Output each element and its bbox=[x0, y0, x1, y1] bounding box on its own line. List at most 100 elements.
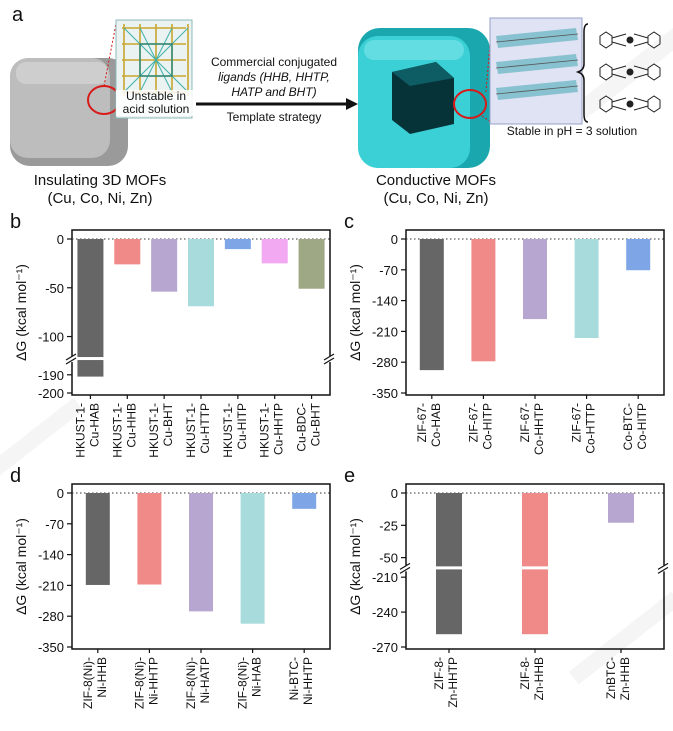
y-tick-label: -190 bbox=[38, 368, 64, 383]
bar bbox=[419, 239, 444, 371]
x-category-label: ZIF-67- bbox=[570, 403, 584, 442]
panel-letter-e: e bbox=[344, 465, 355, 487]
y-tick-label: -210 bbox=[372, 324, 398, 339]
y-tick-label: -140 bbox=[372, 294, 398, 309]
bar bbox=[189, 493, 213, 612]
x-category-label: HKUST-1- bbox=[221, 403, 235, 458]
x-category-label: Co-HHTP bbox=[532, 403, 546, 455]
bar bbox=[523, 239, 547, 320]
y-tick-label: -50 bbox=[379, 551, 398, 566]
panel-letter-b: b bbox=[10, 211, 21, 233]
bar-break-gap bbox=[223, 357, 252, 361]
bar bbox=[471, 239, 496, 362]
y-axis-label: ΔG (kcal mol⁻¹) bbox=[13, 518, 29, 615]
left-caption: Insulating 3D MOFs (Cu, Co, Ni, Zn) bbox=[33, 172, 167, 207]
bar bbox=[114, 239, 141, 265]
axis-break-gap bbox=[68, 356, 76, 363]
y-tick-label: -280 bbox=[372, 355, 398, 370]
x-category-label: HKUST-1- bbox=[258, 403, 272, 458]
x-category-label: Cu-BHT bbox=[309, 402, 323, 446]
x-category-label: ZIF-8- bbox=[518, 657, 532, 690]
y-tick-label: -200 bbox=[38, 386, 64, 401]
x-category-label: Cu-HTTP bbox=[198, 403, 212, 454]
stable-label: Stable in pH = 3 solution bbox=[506, 124, 638, 138]
x-category-label: HKUST-1- bbox=[147, 403, 161, 458]
y-tick-label: 0 bbox=[391, 486, 398, 501]
x-category-label: ZnBTC- bbox=[604, 657, 618, 699]
x-category-label: Zn-HHTP bbox=[446, 657, 460, 708]
x-category-label: HKUST-1- bbox=[110, 403, 124, 458]
ligand-structures bbox=[599, 31, 661, 113]
axis-break-gap bbox=[326, 356, 334, 363]
bar bbox=[522, 493, 548, 635]
ligand-brace bbox=[575, 23, 589, 123]
x-category-label: Cu-HAB bbox=[87, 403, 101, 447]
y-tick-label: 0 bbox=[57, 486, 64, 501]
x-category-label: Ni-HHTP bbox=[146, 657, 160, 705]
x-category-label: Zn-HHB bbox=[618, 657, 632, 700]
arrow-top-text: Commercial conjugated ligands (HHB, HHTP… bbox=[210, 55, 338, 99]
x-category-label: Co-HAB bbox=[429, 403, 443, 447]
x-category-label: Cu-HHTP bbox=[272, 403, 286, 455]
x-category-label: ZIF-8- bbox=[432, 657, 446, 690]
bar bbox=[77, 239, 104, 377]
bar bbox=[151, 239, 178, 292]
axis-break-gap bbox=[402, 565, 410, 572]
bar bbox=[626, 239, 651, 271]
bar bbox=[224, 239, 251, 250]
bar bbox=[188, 239, 214, 307]
bar bbox=[436, 493, 462, 635]
x-category-label: Cu-BDC- bbox=[295, 403, 309, 452]
stable-circle bbox=[453, 89, 487, 119]
x-category-label: Co-HITP bbox=[480, 403, 494, 450]
grey-cube-highlight bbox=[16, 62, 108, 84]
x-category-label: Ni-HATP bbox=[198, 657, 212, 703]
x-category-label: Co-HTTP bbox=[584, 403, 598, 454]
bar bbox=[240, 493, 265, 624]
bar bbox=[85, 493, 110, 585]
bar bbox=[608, 493, 634, 523]
axis-break-gap bbox=[660, 565, 668, 572]
y-tick-label: -240 bbox=[372, 605, 398, 620]
bar bbox=[292, 493, 317, 509]
x-category-label: ZIF-67- bbox=[466, 403, 480, 442]
arrow-bottom-text: Template strategy bbox=[226, 110, 322, 124]
x-category-label: ZIF-8(Ni)- bbox=[81, 657, 95, 709]
bar-break-gap bbox=[76, 357, 105, 361]
axis-break-mark bbox=[399, 562, 411, 570]
unstable-label: Unstable in acid solution bbox=[116, 90, 196, 116]
y-tick-label: 0 bbox=[57, 232, 64, 247]
x-category-label: Cu-HITP bbox=[235, 403, 249, 450]
x-category-label: Cu-BHT bbox=[161, 402, 175, 446]
panel-letter-d: d bbox=[10, 465, 21, 487]
y-tick-label: -210 bbox=[38, 578, 64, 593]
axis-break-mark bbox=[323, 357, 335, 365]
axis-break-mark bbox=[323, 353, 335, 361]
x-category-label: ZIF-67- bbox=[518, 403, 532, 442]
axis-break-mark bbox=[657, 562, 669, 570]
axis-break-mark bbox=[399, 566, 411, 574]
x-category-label: Ni-BTC- bbox=[287, 657, 301, 700]
x-category-label: Co-HITP bbox=[635, 403, 649, 450]
y-tick-label: -270 bbox=[372, 640, 398, 655]
axis-break-mark bbox=[65, 353, 77, 361]
x-category-label: Zn-HHB bbox=[532, 657, 546, 700]
y-tick-label: -350 bbox=[372, 386, 398, 401]
bar-break-gap bbox=[521, 566, 549, 570]
x-category-label: Co-BTC- bbox=[621, 403, 635, 450]
x-category-label: ZIF-8(Ni)- bbox=[132, 657, 146, 709]
x-category-label: ZIF-8(Ni)- bbox=[236, 657, 250, 709]
y-tick-label: -70 bbox=[379, 263, 398, 278]
y-axis-label: ΔG (kcal mol⁻¹) bbox=[347, 264, 363, 361]
x-category-label: Ni-HHTP bbox=[301, 657, 315, 705]
y-tick-label: -210 bbox=[372, 570, 398, 585]
x-category-label: ZIF-67- bbox=[415, 403, 429, 442]
y-tick-label: -70 bbox=[45, 517, 64, 532]
y-tick-label: 0 bbox=[391, 232, 398, 247]
x-category-label: Ni-HHB bbox=[95, 657, 109, 698]
